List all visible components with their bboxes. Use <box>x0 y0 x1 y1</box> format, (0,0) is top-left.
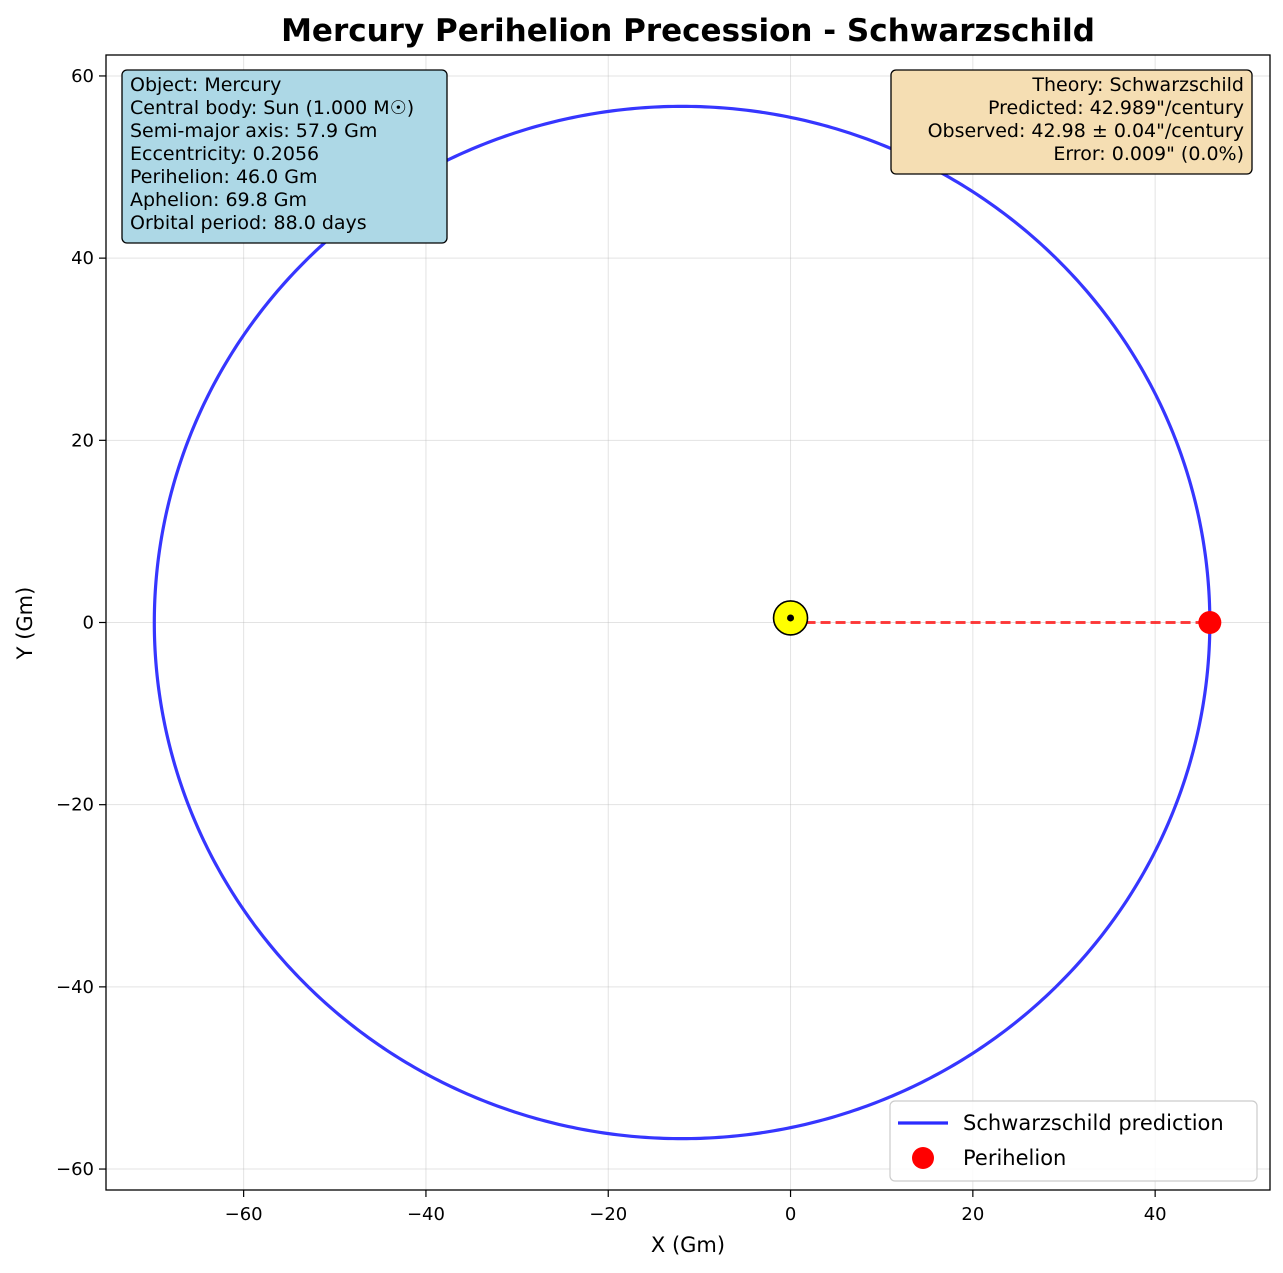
info-box-line: Object: Mercury <box>130 74 281 96</box>
theory-box-line: Error: 0.009" (0.0%) <box>1053 143 1244 165</box>
x-tick-label: 0 <box>785 1204 796 1225</box>
info-box-line: Semi-major axis: 57.9 Gm <box>130 120 377 142</box>
x-tick-label: −20 <box>589 1204 627 1225</box>
sun-center-dot <box>787 614 795 622</box>
y-tick-label: 20 <box>71 430 94 451</box>
info-box-line: Orbital period: 88.0 days <box>130 212 367 234</box>
orbit-line-schwarzschild <box>152 104 1212 1141</box>
theory-box-line: Theory: Schwarzschild <box>1031 74 1244 96</box>
legend-marker-swatch <box>912 1147 934 1169</box>
info-box-line: Central body: Sun (1.000 M☉) <box>130 97 414 119</box>
theory-box-line: Predicted: 42.989"/century <box>988 97 1244 119</box>
y-tick-label: −20 <box>56 795 94 816</box>
x-axis-label: X (Gm) <box>651 1233 725 1257</box>
x-tick-label: −40 <box>407 1204 445 1225</box>
info-box-line: Aphelion: 69.8 Gm <box>130 189 307 211</box>
perihelion-marker <box>1198 611 1222 634</box>
x-tick-label: 40 <box>1144 1204 1167 1225</box>
y-tick-label: −40 <box>56 977 94 998</box>
chart-title: Mercury Perihelion Precession - Schwarzs… <box>281 13 1095 49</box>
plot-area: −60 −40 −20 0 20 40 −60 −40 −20 0 20 40 60 Object: Me… <box>56 54 1271 1225</box>
y-tick-label: 0 <box>83 613 94 634</box>
legend-box <box>889 1100 1258 1182</box>
theory-box <box>890 69 1253 175</box>
info-box <box>121 69 448 244</box>
info-box-line: Eccentricity: 0.2056 <box>130 143 319 165</box>
x-tick-label: 20 <box>961 1204 984 1225</box>
y-tick-label: 60 <box>71 66 94 87</box>
theory-box-line: Observed: 42.98 ± 0.04"/century <box>928 120 1244 142</box>
info-box-line: Perihelion: 46.0 Gm <box>130 166 318 188</box>
x-tick-label: −60 <box>225 1204 263 1225</box>
legend-label-perihelion: Perihelion <box>963 1146 1066 1170</box>
legend-label-schwarzschild: Schwarzschild prediction <box>963 1111 1224 1135</box>
y-tick-label: 40 <box>71 248 94 269</box>
y-axis-label: Y (Gm) <box>13 587 37 661</box>
y-tick-label: −60 <box>56 1159 94 1180</box>
